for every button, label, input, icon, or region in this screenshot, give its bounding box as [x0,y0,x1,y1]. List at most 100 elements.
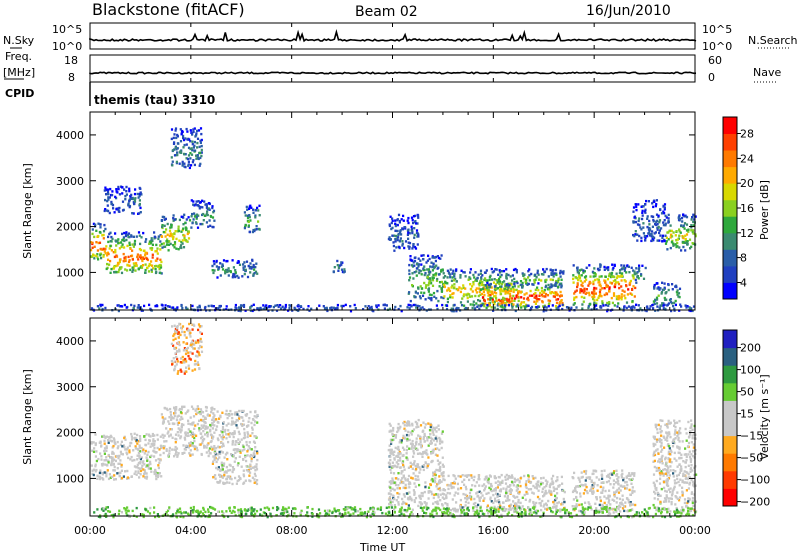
velocity-echo-cell [128,449,131,452]
power-echo-cell [670,233,673,236]
power-echo-cell [410,259,413,262]
power-echo-cell [664,214,667,218]
velocity-echo-cell [429,439,433,443]
velocity-echo-cell [234,451,237,454]
power-echo-cell [174,146,177,150]
power-echo-cell [582,271,585,274]
power-echo-cell [198,305,201,309]
velocity-echo-cell [489,498,492,501]
velocity-echo-cell [139,473,142,476]
velocity-echo-cell [545,482,548,486]
power-echo-cell [180,133,183,136]
velocity-echo-cell [629,493,632,496]
power-echo-cell [572,264,575,267]
power-echo-cell [302,307,305,311]
power-echo-cell [421,287,424,290]
power-echo-cell [344,303,347,307]
velocity-echo-cell [464,497,467,500]
power-echo-cell [428,279,431,282]
power-echo-cell [410,225,413,228]
velocity-echo-cell [605,504,608,507]
power-echo-cell [337,266,340,270]
velocity-echo-cell [608,476,612,480]
velocity-echo-cell [186,410,189,414]
velocity-echo-cell [177,452,180,455]
power-echo-cell [459,274,462,277]
velocity-echo-cell [577,476,580,480]
power-echo-cell [478,281,481,285]
power-echo-cell [183,138,186,142]
power-echo-cell [481,296,485,299]
power-echo-cell [148,240,151,243]
velocity-echo-cell [107,438,110,442]
power-echo-cell [182,223,185,226]
power-echo-cell [524,307,527,310]
velocity-echo-cell [244,455,247,459]
velocity-echo-cell [185,444,188,447]
power-echo-cell [185,218,188,221]
velocity-echo-cell [157,457,160,461]
power-echo-cell [408,276,412,279]
velocity-echo-cell [144,471,147,474]
velocity-echo-cell [601,489,604,492]
power-echo-cell [204,203,207,206]
power-echo-cell [520,283,523,287]
power-echo-cell [249,219,252,222]
velocity-echo-cell [168,416,171,419]
velocity-echo-cell [541,490,544,493]
power-echo-cell [644,234,647,238]
velocity-echo-cell [186,327,189,330]
power-echo-cell [433,256,436,259]
power-echo-cell [559,294,562,297]
power-echo-cell [587,305,590,308]
power-echo-cell [449,294,452,297]
power-echo-cell [673,309,676,312]
velocity-echo-cell [169,411,172,414]
power-echo-cell [465,293,468,296]
velocity-echo-cell [233,430,236,433]
power-echo-cell [182,134,185,138]
velocity-echo-cell [173,333,176,336]
power-echo-cell [436,289,439,293]
velocity-echo-cell [402,493,405,496]
power-echo-cell [188,219,192,222]
velocity-echo-cell [215,428,218,432]
power-echo-cell [623,294,626,297]
power-echo-cell [436,277,439,281]
y-tick-label: 3000 [56,175,84,188]
power-echo-cell [627,305,631,308]
power-echo-cell [181,162,184,165]
velocity-echo-cell [114,442,117,446]
velocity-echo-cell [222,481,225,484]
power-echo-cell [595,287,598,290]
power-echo-cell [537,282,540,285]
velocity-echo-cell [392,465,395,468]
power-echo-cell [396,237,399,240]
power-echo-cell [628,281,631,285]
power-echo-cell [256,206,259,210]
power-echo-cell [455,268,458,271]
velocity-echo-cell [549,483,552,486]
velocity-echo-cell [403,427,406,430]
power-echo-cell [116,264,119,267]
power-echo-cell [497,280,500,283]
velocity-echo-cell [437,496,440,499]
power-echo-cell [644,239,647,242]
power-echo-cell [680,224,683,227]
power-echo-cell [109,244,112,248]
power-echo-cell [543,291,546,294]
velocity-echo-cell [540,508,543,512]
velocity-echo-cell [443,497,446,500]
cpid-label: CPID [5,87,34,100]
power-echo-cell [269,305,273,308]
velocity-echo-cell [509,488,512,491]
velocity-echo-cell [411,477,414,480]
power-echo-cell [161,224,164,227]
velocity-echo-cell [179,411,183,414]
power-echo-cell [599,265,602,268]
power-echo-cell [663,239,666,243]
power-echo-cell [249,309,252,312]
power-echo-cell [498,277,501,281]
velocity-echo-cell [413,493,416,496]
power-echo-cell [141,258,144,261]
